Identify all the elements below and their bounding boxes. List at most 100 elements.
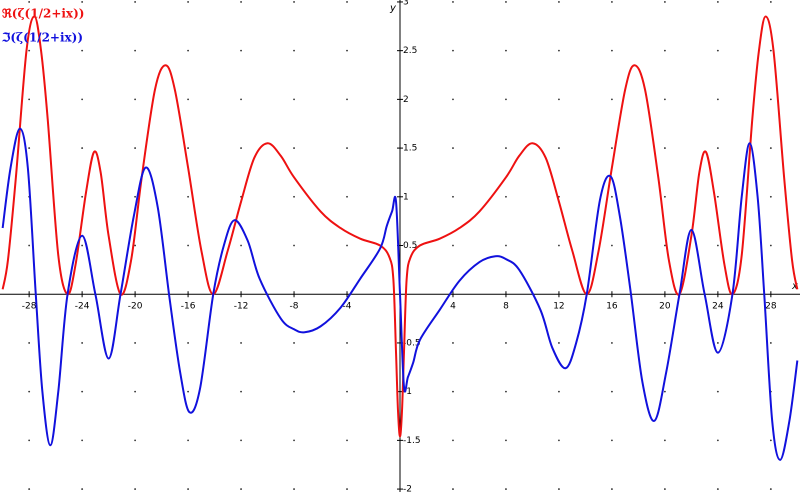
grid-dot [769, 98, 772, 101]
grid-dot [293, 439, 295, 442]
grid-dot [28, 439, 31, 442]
x-tick-label: 12 [553, 302, 564, 312]
grid-dot [769, 439, 772, 442]
grid-dot [81, 147, 84, 149]
grid-dot [505, 244, 507, 247]
grid-dot [452, 342, 454, 344]
grid-dot [134, 342, 136, 344]
grid-dot [716, 244, 719, 247]
grid-dot [664, 98, 666, 101]
grid-dot [452, 244, 454, 247]
x-tick-label: -28 [22, 302, 37, 312]
grid-dot [611, 244, 613, 247]
grid-dot [558, 390, 560, 393]
grid-dot [611, 439, 613, 442]
grid-dot [187, 98, 189, 101]
y-tick-label: 3 [403, 0, 409, 7]
x-tick-label: -24 [75, 302, 90, 312]
y-tick-label: 2 [403, 95, 409, 105]
grid-dot [664, 147, 666, 149]
grid-dot [505, 390, 507, 393]
grid-dot [187, 342, 189, 344]
x-tick-label: 24 [712, 302, 724, 312]
y-tick-label: -0.5 [403, 338, 421, 348]
x-tick-label: -12 [234, 302, 249, 312]
grid-dot [81, 488, 84, 490]
grid-dot [664, 49, 666, 52]
grid-dot [81, 342, 84, 344]
grid-dot [505, 439, 507, 442]
grid-dot [187, 147, 189, 149]
grid-dot [28, 1, 31, 3]
grid-dot [346, 1, 348, 3]
grid-dot [558, 439, 560, 442]
grid-dot [505, 1, 507, 3]
grid-dot [28, 244, 31, 247]
legend-entry: ℜ(ζ(1/2+ix)) [2, 7, 84, 21]
grid-dot [505, 488, 507, 490]
grid-dot [293, 195, 295, 198]
grid-dot [505, 195, 507, 198]
grid-dot [134, 1, 136, 3]
x-axis-label: x [791, 281, 798, 292]
grid-dot [346, 488, 348, 490]
x-tick-label: 4 [450, 302, 456, 312]
grid-dot [558, 98, 560, 101]
grid-dot [558, 147, 560, 149]
grid-dot [293, 49, 295, 52]
grid-dot [134, 439, 136, 442]
legend-entry: ℑ(ζ(1/2+ix)) [1, 31, 83, 45]
grid-dot [452, 488, 454, 490]
data-line [1, 15, 799, 438]
grid-dot [134, 244, 136, 247]
grid-dot [81, 49, 84, 52]
grid-dot [452, 98, 454, 101]
grid-dot [664, 439, 666, 442]
grid-dot [611, 195, 613, 198]
grid-dot [452, 390, 454, 393]
grid-dot [187, 488, 189, 490]
grid-dot [293, 98, 295, 101]
grid-dot [293, 488, 295, 490]
grid-dot [28, 147, 31, 149]
grid-dot [346, 439, 348, 442]
grid-dot [134, 195, 136, 198]
grid-dot [134, 49, 136, 52]
grid-dot [716, 488, 719, 490]
grid-dot [505, 147, 507, 149]
grid-dot [346, 98, 348, 101]
grid-dot [134, 147, 136, 149]
y-tick-label: -1 [403, 387, 412, 397]
grid-dot [769, 49, 772, 52]
grid-dot [611, 147, 613, 149]
grid-dot [611, 488, 613, 490]
x-tick-label: -4 [343, 302, 352, 312]
grid-dot [346, 195, 348, 198]
grid-dot [81, 1, 84, 3]
grid-dot [81, 390, 84, 393]
x-tick-label: -8 [290, 302, 299, 312]
grid-dot [452, 49, 454, 52]
grid-dot [769, 342, 772, 344]
grid-dot [134, 98, 136, 101]
grid-dot [293, 147, 295, 149]
y-axis-label: y [389, 3, 397, 14]
grid-dot [28, 49, 31, 52]
grid-dot [187, 195, 189, 198]
grid-dot [346, 147, 348, 149]
grid-dot [558, 342, 560, 344]
grid-dot [558, 244, 560, 247]
grid-dot [664, 342, 666, 344]
grid-dot [293, 390, 295, 393]
grid-dot [81, 439, 84, 442]
grid-dot [505, 98, 507, 101]
grid-dot [240, 98, 242, 101]
grid-dot [187, 244, 189, 247]
grid-dot [346, 342, 348, 344]
y-tick-label: 1.5 [403, 144, 417, 154]
grid-dot [716, 342, 719, 344]
legend: ℜ(ζ(1/2+ix)) ℑ(ζ(1/2+ix)) [1, 7, 84, 45]
y-tick-label: -1.5 [403, 436, 421, 446]
